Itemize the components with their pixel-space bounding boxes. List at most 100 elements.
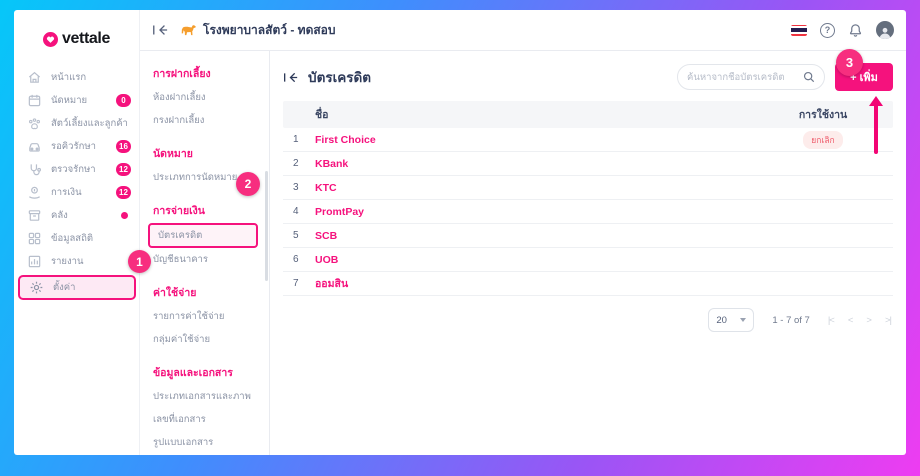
inventory-alert-dot [121, 212, 128, 219]
paw-icon [28, 118, 41, 130]
sidebar-item-finance[interactable]: การเงิน 12 [14, 181, 139, 204]
user-avatar[interactable] [876, 21, 894, 39]
sidebar-item-label: รอคิวรักษา [51, 141, 96, 152]
first-page-icon[interactable]: |< [827, 314, 835, 326]
submenu-item-document-types[interactable]: ประเภทเอกสารและภาพ [153, 391, 251, 402]
last-page-icon[interactable]: >| [884, 314, 892, 326]
prev-page-icon[interactable]: < [847, 314, 853, 326]
card-name-link[interactable]: ออมสิน [315, 278, 349, 290]
card-name-link[interactable]: UOB [315, 253, 339, 266]
sidebar-item-treatment-queue[interactable]: รอคิวรักษา 16 [14, 135, 139, 158]
card-name-link[interactable]: First Choice [315, 133, 376, 146]
card-name-link[interactable]: KBank [315, 157, 349, 170]
sidebar-item-appointments[interactable]: นัดหมาย 0 [14, 89, 139, 112]
submenu-section-title: การจ่ายเงิน [153, 205, 205, 217]
gear-icon [30, 281, 43, 294]
pagination: 20 1 - 7 of 7 |< < > >| [283, 308, 893, 332]
sidebar-item-inventory[interactable]: คลัง [14, 204, 139, 227]
sidebar-item-label: รายงาน [51, 256, 84, 267]
sidebar-item-label: นัดหมาย [51, 95, 88, 106]
home-icon [28, 71, 41, 83]
table-row[interactable]: 7 ออมสิน [283, 272, 893, 296]
next-page-icon[interactable]: > [866, 314, 871, 326]
sidebar-item-label: คลัง [51, 210, 68, 221]
submenu-section-title: การฝากเลี้ยง [153, 68, 211, 80]
search-input[interactable] [687, 71, 797, 83]
examination-count-badge: 12 [116, 163, 131, 176]
app-window: vettale หน้าแรก นัดหมาย 0 สัตว์เลี้ยงและ… [14, 10, 906, 455]
topbar-right: ? [791, 21, 894, 39]
pagination-range: 1 - 7 of 7 [772, 314, 810, 326]
submenu-item-medical-document-templates[interactable]: รูปแบบเอกสารทางการแพทย์ [153, 454, 269, 455]
primary-sidebar: vettale หน้าแรก นัดหมาย 0 สัตว์เลี้ยงและ… [14, 10, 140, 455]
pagination-nav: |< < > >| [827, 314, 892, 326]
submenu-item-credit-cards[interactable]: บัตรเครดิต [148, 223, 258, 248]
annotation-step-1: 1 [128, 250, 151, 273]
primary-nav: หน้าแรก นัดหมาย 0 สัตว์เลี้ยงและลูกค้า ร… [14, 66, 139, 300]
annotation-step-2: 2 [236, 172, 260, 196]
chevron-down-icon [740, 318, 747, 322]
submenu-section-title: ค่าใช้จ่าย [153, 287, 197, 299]
submenu-item-bank-accounts[interactable]: บัญชีธนาคาร [153, 254, 208, 265]
sidebar-item-statistics[interactable]: ข้อมูลสถิติ [14, 227, 139, 250]
search-box [677, 64, 825, 90]
sidebar-item-label: การเงิน [51, 187, 82, 198]
credit-card-table: ชื่อ การใช้งาน 1 First Choice ยกเลิก 2 K… [283, 101, 893, 296]
submenu-item-expense-list[interactable]: รายการค่าใช้จ่าย [153, 311, 225, 322]
submenu-item-appointment-types[interactable]: ประเภทการนัดหมาย [153, 172, 238, 183]
sidebar-item-examination[interactable]: ตรวจรักษา 12 [14, 158, 139, 181]
clinic-switcher[interactable]: โรงพยาบาลสัตว์ - ทดสอบ [180, 21, 336, 40]
queue-count-badge: 16 [116, 140, 131, 153]
help-icon[interactable]: ? [820, 22, 835, 38]
submenu-item-boarding-rooms[interactable]: ห้องฝากเลี้ยง [153, 92, 206, 103]
table-row[interactable]: 1 First Choice ยกเลิก [283, 128, 893, 152]
table-row[interactable]: 6 UOB [283, 248, 893, 272]
search-icon[interactable] [803, 71, 815, 83]
table-row[interactable]: 5 SCB [283, 224, 893, 248]
card-name-link[interactable]: KTC [315, 181, 337, 194]
table-row[interactable]: 3 KTC [283, 176, 893, 200]
table-row[interactable]: 4 PromtPay [283, 200, 893, 224]
content-row: การฝากเลี้ยง ห้องฝากเลี้ยง กรงฝากเลี้ยง … [140, 51, 906, 455]
collapse-sidebar-icon[interactable] [152, 24, 168, 36]
submenu-scrollbar[interactable] [265, 171, 268, 281]
column-header-name: ชื่อ [315, 109, 329, 121]
sidebar-item-reports[interactable]: รายงาน [14, 250, 139, 273]
table-header: ชื่อ การใช้งาน [283, 101, 893, 128]
notifications-bell-icon[interactable] [848, 23, 863, 38]
collapse-submenu-icon[interactable] [283, 72, 298, 83]
language-flag-icon[interactable] [791, 24, 807, 36]
page-size-select[interactable]: 20 [708, 308, 755, 332]
main-panel: บัตรเครดิต + เพิ่ม ชื่อ การใช้งา [270, 51, 906, 455]
column-header-usage: การใช้งาน [798, 109, 848, 121]
page-title: บัตรเครดิต [308, 70, 372, 85]
sidebar-item-label: ตรวจรักษา [51, 164, 96, 175]
dog-icon [181, 25, 197, 36]
card-name-link[interactable]: SCB [315, 229, 338, 242]
table-row[interactable]: 2 KBank [283, 152, 893, 176]
sidebar-item-settings[interactable]: ตั้งค่า [18, 275, 136, 300]
submenu-item-document-numbers[interactable]: เลขที่เอกสาร [153, 414, 206, 425]
clinic-name: โรงพยาบาลสัตว์ - ทดสอบ [203, 22, 336, 37]
submenu-item-expense-groups[interactable]: กลุ่มค่าใช้จ่าย [153, 334, 211, 345]
stats-grid-icon [28, 232, 41, 245]
appointments-count-badge: 0 [116, 94, 131, 107]
submenu-item-document-templates[interactable]: รูปแบบเอกสาร [153, 437, 214, 448]
inventory-box-icon [28, 210, 41, 221]
sidebar-item-home[interactable]: หน้าแรก [14, 66, 139, 89]
sidebar-item-label: สัตว์เลี้ยงและลูกค้า [51, 118, 128, 129]
row-number: 3 [293, 182, 299, 193]
row-number: 7 [293, 278, 299, 289]
card-name-link[interactable]: PromtPay [315, 205, 365, 218]
heart-logo-icon [43, 31, 59, 47]
page-header: บัตรเครดิต + เพิ่ม [283, 59, 893, 95]
brand-logo[interactable]: vettale [14, 22, 139, 56]
row-number: 6 [293, 254, 299, 265]
finance-count-badge: 12 [116, 186, 131, 199]
annotation-arrow-up [868, 96, 884, 154]
queue-car-icon [29, 143, 40, 152]
row-number: 4 [293, 206, 299, 217]
sidebar-item-pets-customers[interactable]: สัตว์เลี้ยงและลูกค้า [14, 112, 139, 135]
submenu-item-boarding-cages[interactable]: กรงฝากเลี้ยง [153, 115, 205, 126]
